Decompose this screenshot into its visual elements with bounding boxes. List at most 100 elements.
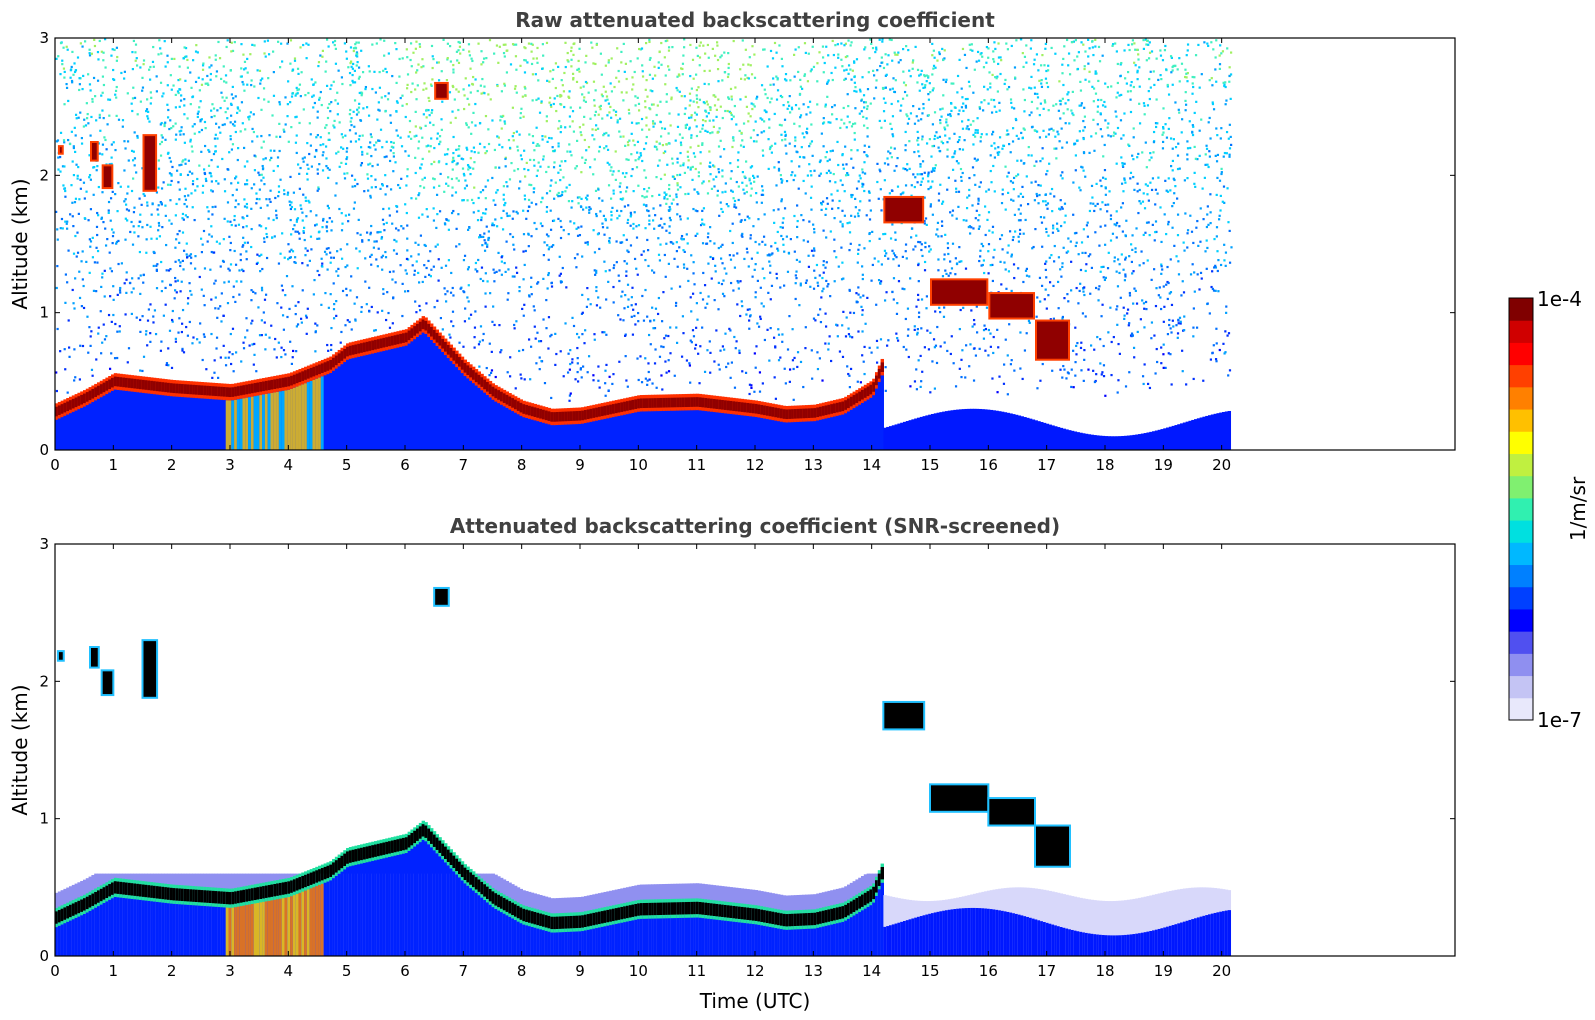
- noise-pixel: [843, 190, 846, 193]
- noise-pixel: [691, 178, 694, 181]
- noise-pixel: [160, 260, 163, 264]
- noise-pixel: [184, 162, 187, 165]
- noise-pixel: [1030, 75, 1033, 79]
- noise-pixel: [394, 41, 397, 45]
- noise-pixel: [958, 136, 961, 139]
- noise-pixel: [669, 326, 672, 329]
- noise-pixel: [676, 182, 679, 185]
- noise-pixel: [709, 161, 712, 164]
- noise-pixel: [973, 323, 976, 326]
- noise-pixel: [1052, 317, 1056, 320]
- noise-pixel: [163, 122, 166, 126]
- noise-pixel: [155, 264, 158, 267]
- noise-pixel: [745, 105, 749, 108]
- noise-pixel: [289, 101, 292, 104]
- noise-pixel: [597, 150, 601, 153]
- noise-pixel: [155, 90, 158, 93]
- noise-pixel: [985, 190, 988, 193]
- noise-pixel: [1133, 188, 1136, 192]
- noise-pixel: [1013, 276, 1016, 280]
- noise-pixel: [370, 174, 373, 178]
- noise-pixel: [794, 139, 797, 142]
- noise-pixel: [539, 165, 542, 168]
- noise-pixel: [1124, 256, 1128, 259]
- noise-pixel: [314, 331, 317, 334]
- noise-pixel: [74, 234, 77, 238]
- noise-pixel: [825, 171, 828, 175]
- noise-pixel: [448, 333, 451, 336]
- noise-pixel: [189, 138, 192, 141]
- noise-pixel: [457, 61, 461, 65]
- noise-pixel: [738, 349, 741, 352]
- noise-pixel: [101, 341, 104, 344]
- noise-pixel: [376, 265, 379, 268]
- noise-pixel: [684, 126, 687, 129]
- noise-pixel: [1112, 131, 1116, 134]
- noise-pixel: [859, 296, 862, 299]
- noise-pixel: [808, 100, 812, 103]
- noise-pixel: [965, 127, 968, 130]
- noise-pixel: [894, 231, 897, 234]
- noise-pixel: [316, 237, 319, 241]
- noise-pixel: [638, 156, 641, 159]
- noise-pixel: [780, 198, 783, 201]
- noise-pixel: [1100, 373, 1103, 376]
- noise-pixel: [214, 279, 217, 282]
- noise-pixel: [843, 122, 846, 125]
- noise-pixel: [582, 99, 586, 102]
- noise-pixel: [543, 241, 546, 244]
- noise-pixel: [678, 133, 682, 136]
- noise-pixel: [759, 286, 762, 289]
- noise-pixel: [135, 64, 139, 67]
- noise-pixel: [806, 80, 810, 83]
- noise-pixel: [1228, 155, 1231, 158]
- noise-pixel: [429, 250, 432, 253]
- noise-pixel: [920, 380, 923, 383]
- noise-pixel: [669, 124, 672, 127]
- noise-pixel: [349, 120, 352, 123]
- noise-pixel: [518, 187, 521, 190]
- noise-pixel: [337, 150, 340, 153]
- noise-pixel: [802, 385, 805, 389]
- noise-pixel: [1186, 80, 1189, 83]
- noise-pixel: [109, 267, 112, 270]
- noise-pixel: [841, 65, 844, 68]
- noise-pixel: [563, 71, 566, 75]
- noise-pixel: [844, 55, 847, 59]
- noise-pixel: [927, 92, 930, 96]
- noise-pixel: [795, 258, 799, 262]
- noise-pixel: [156, 208, 159, 211]
- noise-pixel: [1126, 312, 1129, 315]
- noise-pixel: [1089, 253, 1092, 256]
- noise-pixel: [687, 192, 690, 195]
- noise-pixel: [1101, 135, 1104, 138]
- noise-pixel: [357, 218, 360, 221]
- noise-pixel: [1136, 190, 1139, 193]
- noise-pixel: [965, 344, 968, 347]
- noise-pixel: [186, 117, 189, 120]
- noise-pixel: [136, 113, 139, 116]
- noise-pixel: [667, 262, 670, 265]
- noise-pixel: [665, 229, 668, 232]
- noise-pixel: [810, 68, 813, 71]
- noise-pixel: [655, 386, 658, 389]
- noise-pixel: [816, 284, 820, 287]
- noise-pixel: [1162, 343, 1165, 346]
- noise-pixel: [209, 72, 213, 76]
- noise-pixel: [1186, 49, 1189, 52]
- noise-pixel: [83, 217, 86, 220]
- noise-pixel: [914, 176, 917, 179]
- noise-pixel: [1157, 176, 1160, 179]
- noise-pixel: [896, 337, 899, 340]
- noise-pixel: [1150, 156, 1153, 159]
- noise-pixel: [833, 280, 836, 283]
- noise-pixel: [606, 114, 609, 117]
- noise-pixel: [1160, 346, 1163, 349]
- noise-pixel: [379, 128, 383, 131]
- noise-pixel: [623, 307, 626, 310]
- noise-pixel: [779, 286, 782, 289]
- noise-pixel: [1124, 258, 1127, 261]
- noise-pixel: [654, 214, 657, 217]
- noise-pixel: [1096, 105, 1100, 108]
- noise-pixel: [557, 142, 560, 145]
